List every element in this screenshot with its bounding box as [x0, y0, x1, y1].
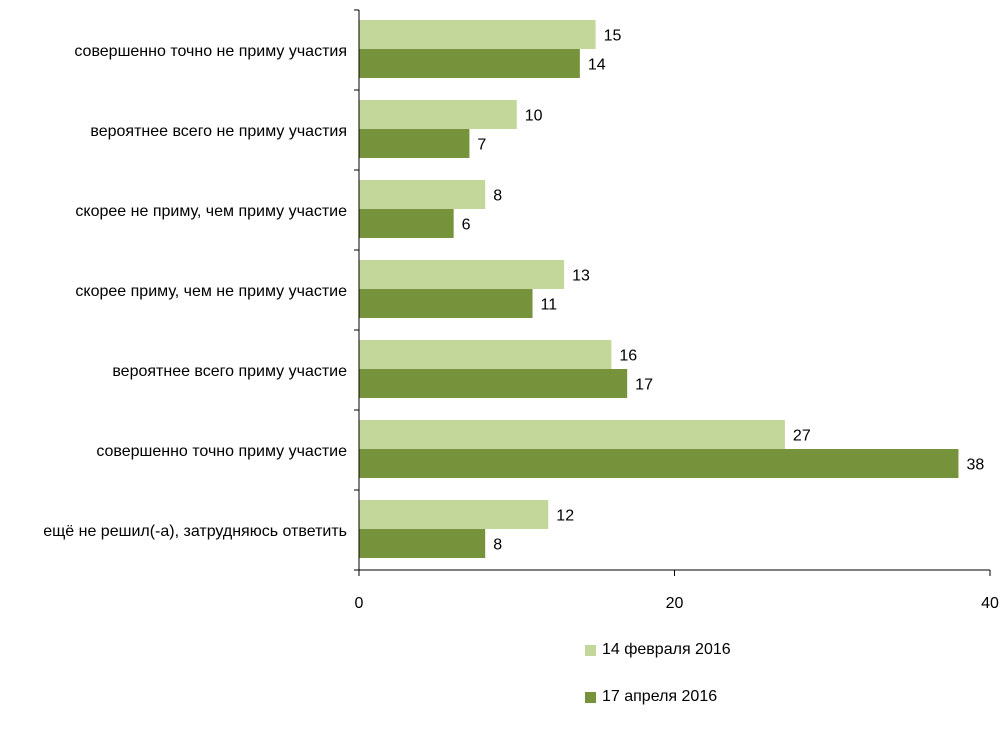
bar-series-2 — [359, 369, 628, 398]
value-label-series-1: 10 — [525, 108, 543, 125]
bar-series-1 — [359, 420, 785, 449]
category-label: вероятнее всего приму участие — [112, 363, 347, 380]
value-label-series-2: 17 — [635, 377, 653, 394]
value-label-series-2: 7 — [477, 137, 486, 154]
value-label-series-1: 27 — [793, 428, 811, 445]
x-tick-label: 0 — [355, 595, 364, 612]
category-label: скорее не приму, чем приму участие — [75, 203, 347, 220]
legend-swatch-series-2 — [585, 691, 596, 703]
bar-series-2 — [359, 129, 470, 158]
legend-label-series-1: 14 февраля 2016 — [602, 641, 731, 658]
category-label: совершенно точно не приму участия — [74, 43, 347, 60]
value-label-series-2: 8 — [493, 537, 502, 554]
category-label: скорее приму, чем не приму участие — [75, 283, 347, 300]
chart-bars — [359, 20, 959, 558]
bar-series-1 — [359, 260, 565, 289]
bar-series-2 — [359, 209, 454, 238]
legend-item-series-1: 14 февраля 2016 — [585, 640, 731, 660]
x-tick-label: 40 — [981, 595, 999, 612]
bar-series-1 — [359, 340, 612, 369]
x-tick-label: 20 — [666, 595, 684, 612]
category-label: вероятнее всего не приму участия — [90, 123, 347, 140]
value-label-series-1: 15 — [604, 28, 622, 45]
bar-series-1 — [359, 500, 549, 529]
bar-series-1 — [359, 180, 486, 209]
value-label-series-1: 8 — [493, 188, 502, 205]
bar-series-2 — [359, 529, 486, 558]
value-label-series-1: 12 — [556, 508, 574, 525]
value-label-series-2: 6 — [462, 217, 471, 234]
bar-series-2 — [359, 49, 580, 78]
value-label-series-1: 16 — [619, 348, 637, 365]
category-label: ещё не решил(-а), затрудняюсь ответить — [43, 523, 347, 540]
bar-series-2 — [359, 449, 959, 478]
bar-series-1 — [359, 100, 517, 129]
value-label-series-2: 38 — [966, 457, 984, 474]
legend-label-series-2: 17 апреля 2016 — [602, 688, 718, 705]
legend-swatch-series-1 — [585, 644, 596, 656]
chart-legend: 14 февраля 2016 17 апреля 2016 — [585, 640, 731, 734]
category-label: совершенно точно приму участие — [96, 443, 347, 460]
bar-series-2 — [359, 289, 533, 318]
legend-item-series-2: 17 апреля 2016 — [585, 687, 731, 707]
bar-series-1 — [359, 20, 596, 49]
chart-labels: 0 20 40 совершенно точно не приму участия 15… — [43, 28, 999, 613]
value-label-series-1: 13 — [572, 268, 590, 285]
chart-axes — [354, 9, 991, 576]
value-label-series-2: 14 — [588, 57, 606, 74]
bar-chart: 0 20 40 совершенно точно не приму участия 15… — [43, 9, 999, 613]
value-label-series-2: 11 — [541, 297, 558, 314]
